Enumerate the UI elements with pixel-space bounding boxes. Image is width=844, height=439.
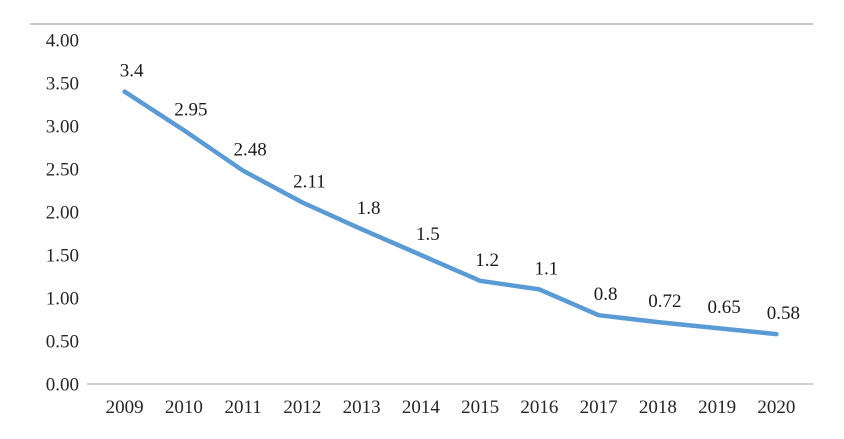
data-label: 0.65 xyxy=(707,297,740,318)
data-label: 2.11 xyxy=(293,172,326,193)
y-tick-label: 2.00 xyxy=(46,203,79,224)
x-tick-label: 2011 xyxy=(224,397,261,418)
data-label: 1.1 xyxy=(535,258,559,279)
x-tick-label: 2014 xyxy=(402,397,441,418)
x-tick-label: 2010 xyxy=(165,397,203,418)
x-tick-label: 2012 xyxy=(283,397,321,418)
y-tick-label: 3.00 xyxy=(46,117,79,138)
data-label: 0.72 xyxy=(648,291,681,312)
x-tick-label: 2013 xyxy=(343,397,381,418)
data-label: 1.5 xyxy=(416,224,440,245)
y-tick-label: 1.00 xyxy=(46,289,79,310)
y-tick-label: 3.50 xyxy=(46,74,79,95)
x-tick-label: 2020 xyxy=(757,397,795,418)
trend-line xyxy=(122,89,779,337)
x-tick-label: 2018 xyxy=(639,397,677,418)
y-tick-label: 1.50 xyxy=(46,246,79,267)
data-label: 2.48 xyxy=(233,140,266,161)
y-tick-label: 2.50 xyxy=(46,160,79,181)
x-tick-label: 2017 xyxy=(580,397,618,418)
data-label: 3.4 xyxy=(120,61,144,82)
data-label: 1.8 xyxy=(357,198,381,219)
x-tick-label: 2009 xyxy=(106,397,144,418)
y-tick-label: 0.50 xyxy=(46,332,79,353)
x-tick-label: 2019 xyxy=(698,397,736,418)
data-label: 2.95 xyxy=(174,99,207,120)
data-label: 1.2 xyxy=(475,250,499,271)
data-label: 0.8 xyxy=(594,284,618,305)
y-tick-label: 0.00 xyxy=(46,375,79,396)
data-label: 0.58 xyxy=(767,303,800,324)
x-tick-label: 2015 xyxy=(461,397,499,418)
x-tick-label: 2016 xyxy=(520,397,558,418)
y-tick-label: 4.00 xyxy=(46,31,79,52)
